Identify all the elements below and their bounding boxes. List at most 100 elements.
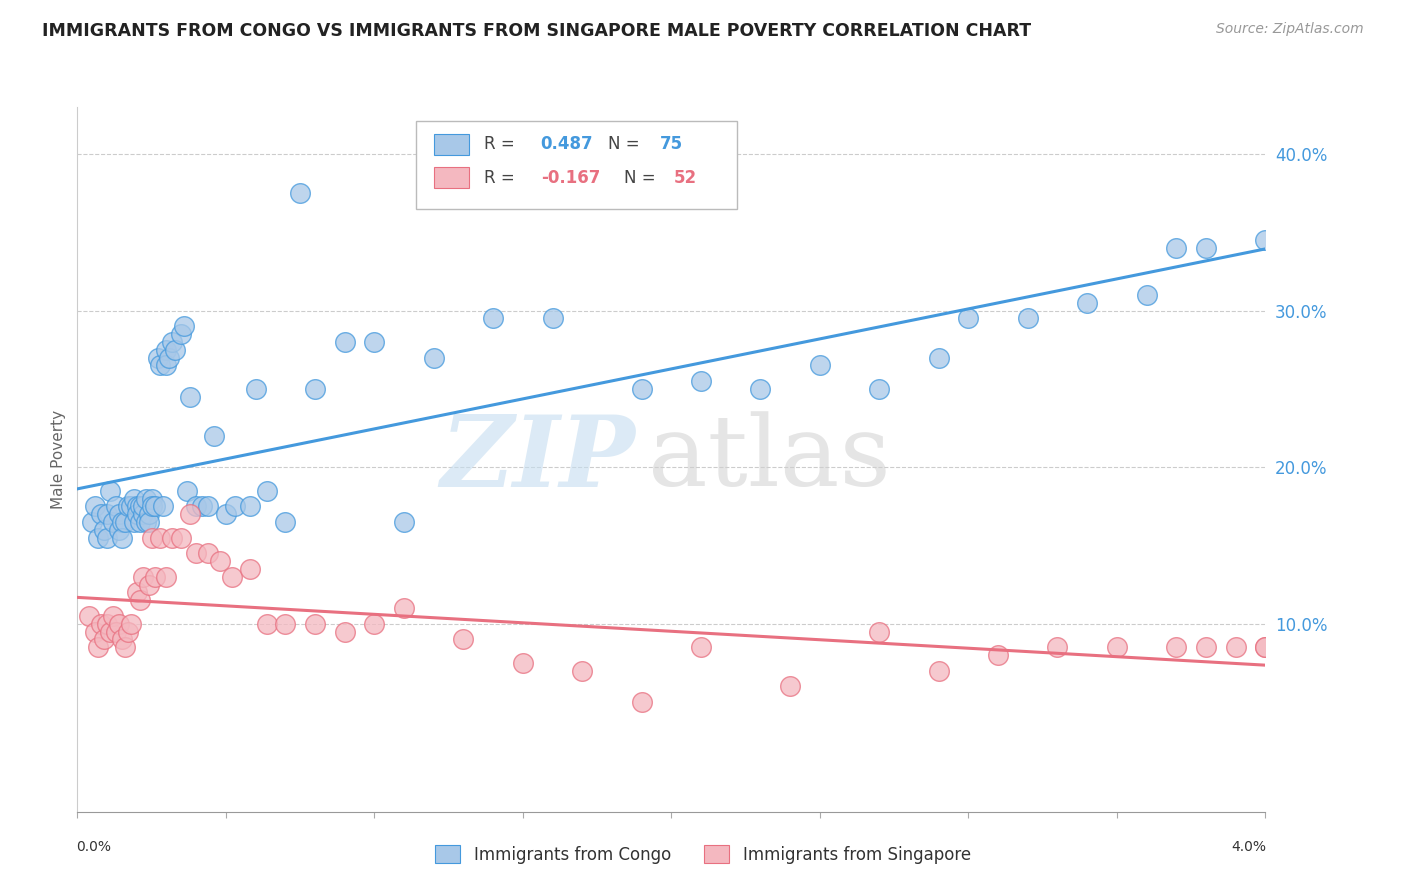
Point <box>170 531 193 545</box>
Point <box>482 311 505 326</box>
FancyBboxPatch shape <box>416 121 737 210</box>
Point <box>114 515 136 529</box>
Point <box>149 531 172 545</box>
Point <box>98 483 121 498</box>
Point <box>155 359 177 373</box>
Point <box>138 507 160 521</box>
Point <box>152 500 174 514</box>
Text: 0.487: 0.487 <box>541 136 593 153</box>
Point <box>141 500 163 514</box>
Point <box>117 500 139 514</box>
Point <box>274 515 297 529</box>
Text: -0.167: -0.167 <box>541 169 600 186</box>
Point <box>512 656 534 670</box>
Point <box>131 507 153 521</box>
Point <box>191 500 214 514</box>
Point <box>239 562 262 576</box>
Legend: Immigrants from Congo, Immigrants from Singapore: Immigrants from Congo, Immigrants from S… <box>429 838 977 871</box>
Point <box>256 616 278 631</box>
Point <box>868 382 890 396</box>
Point <box>256 483 278 498</box>
Text: atlas: atlas <box>648 411 890 508</box>
Point <box>104 500 127 514</box>
Point <box>141 531 163 545</box>
Point <box>98 624 121 639</box>
Point <box>120 500 142 514</box>
Point <box>1195 640 1218 655</box>
Point <box>162 531 184 545</box>
Point <box>96 616 118 631</box>
Point <box>125 585 148 599</box>
Point <box>138 577 160 591</box>
Point <box>779 680 801 694</box>
Point <box>143 500 166 514</box>
Text: N =: N = <box>609 136 645 153</box>
Point <box>1046 640 1069 655</box>
Point <box>239 500 262 514</box>
Point <box>304 382 326 396</box>
Point <box>1017 311 1039 326</box>
Point <box>690 374 713 388</box>
Point <box>84 624 107 639</box>
Point <box>135 491 157 506</box>
Point <box>1254 233 1277 247</box>
Point <box>197 500 219 514</box>
Point <box>453 632 475 647</box>
Point <box>82 515 104 529</box>
Point <box>111 632 134 647</box>
Point <box>90 507 112 521</box>
Text: 52: 52 <box>673 169 697 186</box>
Point <box>1166 241 1188 255</box>
Point <box>125 500 148 514</box>
Point <box>749 382 772 396</box>
Point <box>630 695 652 709</box>
Point <box>208 554 231 568</box>
Point <box>108 616 131 631</box>
Point <box>1136 288 1159 302</box>
Point <box>111 531 134 545</box>
Point <box>128 515 150 529</box>
Point <box>138 515 160 529</box>
Point <box>131 570 153 584</box>
Point <box>202 429 225 443</box>
Point <box>1195 241 1218 255</box>
Point <box>630 382 652 396</box>
Text: 0.0%: 0.0% <box>76 840 111 854</box>
Point <box>87 531 110 545</box>
Point <box>304 616 326 631</box>
Point <box>179 507 201 521</box>
Text: R =: R = <box>484 136 520 153</box>
Point <box>274 616 297 631</box>
Point <box>363 616 385 631</box>
Point <box>117 624 139 639</box>
Text: N =: N = <box>624 169 661 186</box>
Point <box>1254 640 1277 655</box>
Point <box>108 507 131 521</box>
Point <box>1105 640 1128 655</box>
Point <box>423 351 446 365</box>
Point <box>1254 640 1277 655</box>
Point <box>143 570 166 584</box>
Point <box>108 523 131 537</box>
Point <box>215 507 238 521</box>
Point <box>363 334 385 349</box>
Point <box>122 491 145 506</box>
Point <box>125 507 148 521</box>
Point <box>288 186 311 201</box>
Point <box>93 632 115 647</box>
Point <box>928 351 950 365</box>
Text: 4.0%: 4.0% <box>1232 840 1267 854</box>
Point <box>928 664 950 678</box>
Point <box>104 624 127 639</box>
Point <box>96 531 118 545</box>
Point <box>333 334 356 349</box>
Point <box>96 507 118 521</box>
FancyBboxPatch shape <box>434 167 470 188</box>
Point <box>84 500 107 514</box>
Point <box>221 570 243 584</box>
Point <box>135 515 157 529</box>
Point <box>87 640 110 655</box>
Point <box>162 334 184 349</box>
Text: IMMIGRANTS FROM CONGO VS IMMIGRANTS FROM SINGAPORE MALE POVERTY CORRELATION CHAR: IMMIGRANTS FROM CONGO VS IMMIGRANTS FROM… <box>42 22 1032 40</box>
Point <box>157 351 180 365</box>
